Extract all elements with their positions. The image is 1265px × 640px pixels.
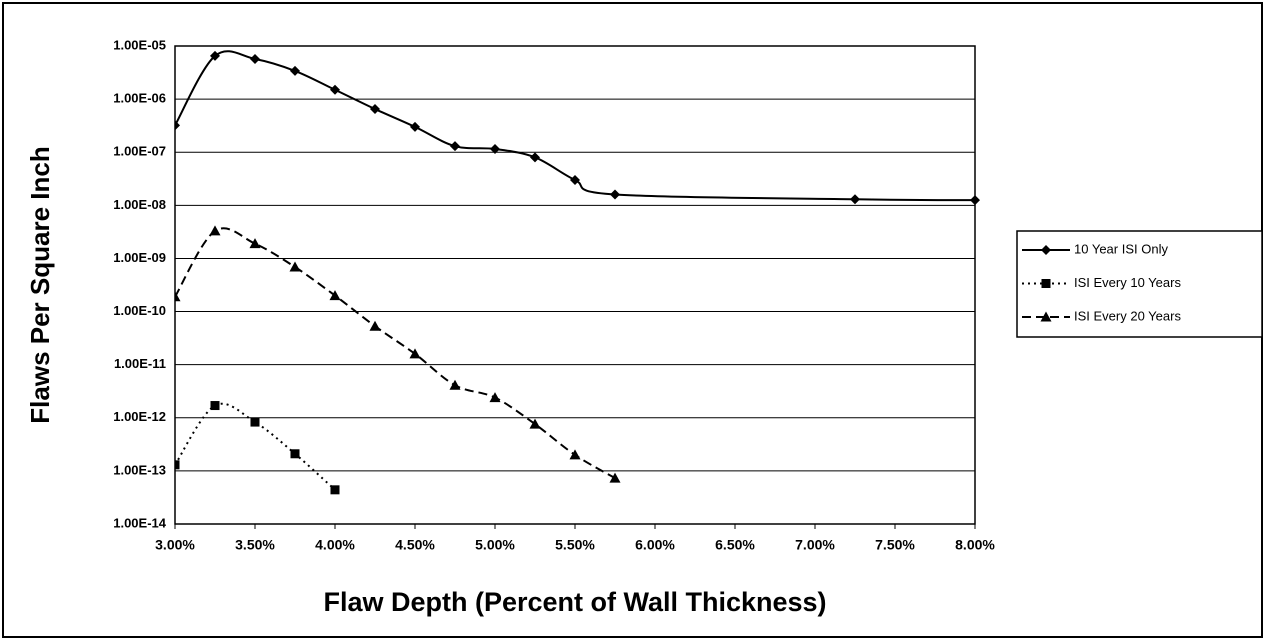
marker: [330, 485, 340, 495]
marker: [1041, 245, 1051, 255]
y-axis-label: Flaws Per Square Inch: [25, 146, 55, 423]
marker: [970, 195, 980, 206]
marker: [250, 417, 260, 427]
legend-label: ISI Every 20 Years: [1074, 308, 1181, 323]
marker: [569, 449, 581, 460]
marker: [1041, 279, 1051, 288]
marker: [489, 392, 501, 403]
y-tick-label: 1.00E-08: [113, 197, 166, 212]
marker: [175, 291, 181, 302]
marker: [570, 174, 580, 185]
plot-area: [174, 45, 976, 525]
series: [175, 401, 340, 495]
marker: [289, 261, 301, 272]
marker: [249, 238, 261, 249]
marker: [530, 152, 540, 163]
y-tick-label: 1.00E-10: [113, 303, 166, 318]
y-tick-label: 1.00E-11: [114, 356, 166, 371]
x-tick-label: 6.00%: [635, 537, 675, 553]
x-tick-label: 7.50%: [875, 537, 915, 553]
y-tick-label: 1.00E-09: [113, 250, 166, 265]
x-tick-label: 4.00%: [315, 537, 355, 553]
marker: [529, 418, 541, 429]
y-tick-label: 1.00E-06: [113, 91, 166, 106]
x-tick-label: 8.00%: [955, 537, 995, 553]
x-tick-label: 6.50%: [715, 537, 755, 553]
marker: [175, 120, 180, 131]
marker: [330, 84, 340, 95]
series: [175, 225, 621, 483]
legend-label: ISI Every 10 Years: [1074, 275, 1181, 290]
marker: [369, 320, 381, 331]
series: [175, 50, 980, 206]
marker: [250, 53, 260, 64]
marker: [175, 460, 180, 470]
x-tick-label: 3.50%: [235, 537, 275, 553]
marker: [210, 50, 220, 61]
marker: [290, 449, 300, 459]
marker: [609, 472, 621, 483]
x-tick-label: 3.00%: [155, 537, 195, 553]
y-tick-label: 1.00E-12: [113, 409, 166, 424]
marker: [490, 143, 500, 154]
y-tick-label: 1.00E-05: [113, 37, 166, 52]
marker: [850, 194, 860, 205]
marker: [370, 104, 380, 115]
series-line: [175, 402, 336, 491]
marker: [610, 189, 620, 200]
marker: [1040, 311, 1052, 322]
y-tick-label: 1.00E-07: [113, 144, 166, 159]
x-tick-label: 5.50%: [555, 537, 595, 553]
marker: [210, 401, 220, 411]
x-tick-label: 5.00%: [475, 537, 515, 553]
marker: [409, 348, 421, 359]
marker: [450, 141, 460, 152]
marker: [449, 379, 461, 390]
y-tick-label: 1.00E-14: [113, 515, 167, 530]
series-line: [175, 227, 616, 480]
marker: [209, 225, 221, 236]
y-tick-label: 1.00E-13: [113, 462, 166, 477]
x-tick-label: 7.00%: [795, 537, 835, 553]
marker: [410, 121, 420, 132]
x-tick-label: 4.50%: [395, 537, 435, 553]
marker: [290, 65, 300, 76]
x-axis-label: Flaw Depth (Percent of Wall Thickness): [323, 587, 826, 617]
legend: [1016, 230, 1263, 338]
legend-label: 10 Year ISI Only: [1074, 241, 1168, 256]
marker: [329, 290, 341, 301]
